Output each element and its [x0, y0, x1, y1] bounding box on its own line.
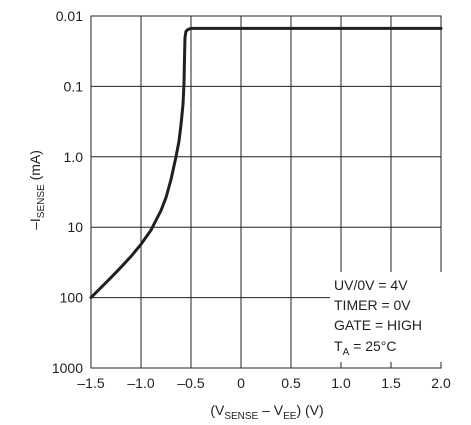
y-tick-label: 1.0 [64, 149, 84, 165]
x-tick-label: 2.0 [431, 375, 451, 391]
series-curve-group [89, 26, 443, 300]
x-tick-label: 1.0 [331, 375, 351, 391]
x-axis-label: (VSENSE – VEE) (V) [210, 402, 323, 422]
y-tick-label: 100 [60, 290, 84, 306]
y-tick-label: 0.01 [56, 8, 83, 24]
x-tick-label: –0.5 [177, 375, 204, 391]
y-axis-label: –ISENSE (mA) [27, 150, 47, 230]
x-tick-labels: –1.5 –1.0 –0.5 0 0.5 1.0 1.5 2.0 [77, 375, 451, 391]
y-tick-labels: 0.01 0.1 1.0 10 100 1000 [52, 8, 83, 376]
annotation-timer: TIMER = 0V [334, 297, 411, 313]
annotation-box: UV/0V = 4V TIMER = 0V GATE = HIGH TA = 2… [330, 272, 448, 362]
x-tick-label: 0.5 [281, 375, 301, 391]
annotation-gate: GATE = HIGH [334, 317, 422, 333]
plot-frame [90, 15, 442, 369]
y-tick-label: 0.1 [64, 78, 84, 94]
annotation-uv: UV/0V = 4V [334, 277, 408, 293]
annotation-temperature: TA = 25°C [334, 338, 396, 358]
x-tick-label: 0 [237, 375, 245, 391]
x-tick-label: 1.5 [381, 375, 401, 391]
series-line [89, 26, 443, 300]
x-tick-label: –1.5 [77, 375, 104, 391]
y-tick-label: 1000 [52, 360, 83, 376]
x-tick-label: –1.0 [127, 375, 154, 391]
annotation-background [330, 272, 448, 362]
y-tick-label: 10 [67, 219, 83, 235]
